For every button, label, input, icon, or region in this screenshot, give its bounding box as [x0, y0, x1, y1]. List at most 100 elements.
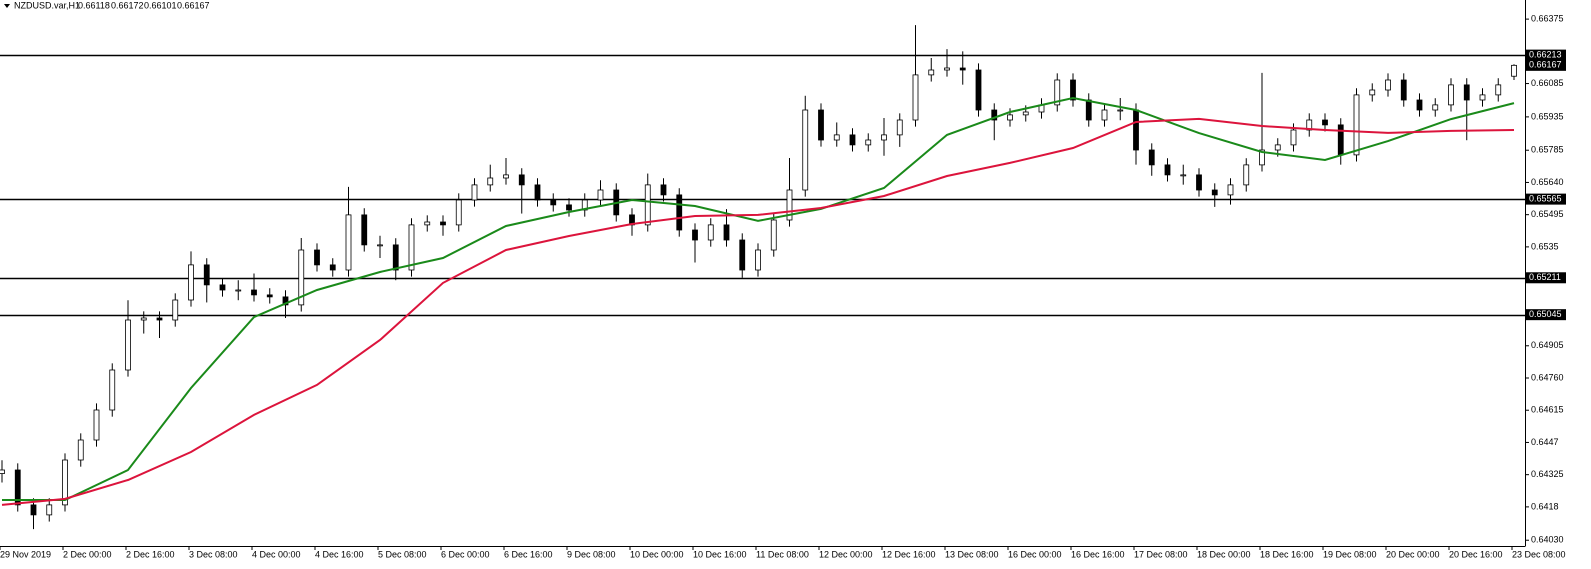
- candle-body: [46, 504, 53, 516]
- candle-body: [896, 119, 903, 136]
- candle-body: [739, 239, 746, 271]
- candle-body: [266, 294, 273, 298]
- candle-body: [503, 174, 509, 179]
- candle-body: [692, 229, 698, 241]
- x-tick-label: 20 Dec 00:00: [1386, 549, 1440, 559]
- y-tick-label: 0.65935: [1531, 111, 1564, 121]
- candle-body: [1007, 114, 1013, 121]
- candle-body: [518, 174, 525, 186]
- candle-body: [140, 317, 147, 321]
- candle-body: [1022, 111, 1029, 116]
- x-tick-label: 11 Dec 08:00: [756, 549, 809, 559]
- candle-body: [928, 69, 935, 76]
- candle-body: [172, 299, 179, 321]
- x-tick-label: 9 Dec 08:00: [567, 549, 616, 559]
- candle-body: [109, 369, 116, 411]
- menu-triangle[interactable]: [4, 4, 10, 8]
- candle-body: [818, 109, 824, 141]
- level-box: [1526, 272, 1566, 284]
- candle-body: [1243, 164, 1250, 186]
- y-tick-label: 0.64030: [1531, 535, 1564, 545]
- candle-body: [1337, 124, 1344, 156]
- moving-average: [1, 117, 1515, 506]
- candle-body: [597, 189, 604, 201]
- candle-body: [849, 134, 856, 146]
- x-tick-label: 18 Dec 16:00: [1260, 549, 1314, 559]
- last-price-label: 0.66167: [1529, 60, 1562, 70]
- candle-body: [723, 224, 730, 241]
- candle-body: [125, 319, 131, 371]
- y-tick-label: 0.64325: [1531, 469, 1564, 479]
- x-tick-label: 23 Dec 08:00: [1512, 549, 1566, 559]
- candle-body: [1101, 109, 1108, 121]
- y-tick-label: 0.6535: [1531, 241, 1559, 251]
- candle-body: [1511, 64, 1517, 77]
- candle-body: [235, 289, 242, 292]
- candle-body: [676, 194, 683, 231]
- candle-body: [298, 249, 305, 306]
- candle-body: [833, 134, 840, 141]
- x-tick-label: 18 Dec 00:00: [1197, 549, 1251, 559]
- ohlc-open: 0.66118: [78, 0, 110, 10]
- candle-body: [1495, 84, 1502, 96]
- candle-body: [1180, 174, 1187, 177]
- level-label: 0.65045: [1529, 309, 1562, 319]
- candle-body: [1290, 129, 1297, 146]
- x-tick-label: 12 Dec 00:00: [819, 549, 873, 559]
- candle-body: [487, 177, 494, 186]
- candle-body: [471, 184, 478, 201]
- candle-body: [550, 199, 557, 206]
- candle-body: [314, 249, 320, 266]
- y-tick-label: 0.6447: [1531, 437, 1559, 447]
- x-tick-label: 6 Dec 00:00: [441, 549, 490, 559]
- y-tick-label: 0.6418: [1531, 501, 1559, 511]
- symbol: NZDUSD.var,H1: [14, 0, 80, 10]
- level-box: [1526, 309, 1566, 321]
- candle-body: [1322, 119, 1328, 126]
- candle-body: [1432, 104, 1439, 111]
- y-tick-label: 0.66375: [1531, 13, 1564, 23]
- candle-body: [1385, 79, 1391, 91]
- candle-body: [440, 221, 446, 226]
- candle-body: [282, 296, 289, 306]
- candle-body: [644, 184, 651, 226]
- candle-body: [93, 409, 100, 441]
- x-tick-label: 3 Dec 08:00: [189, 549, 238, 559]
- candle-body: [251, 289, 257, 296]
- y-tick-label: 0.65640: [1531, 177, 1564, 187]
- x-tick-label: 2 Dec 16:00: [126, 549, 175, 559]
- candle-body: [1274, 144, 1281, 151]
- candle-body: [881, 134, 887, 141]
- candle-body: [755, 249, 761, 271]
- candle-body: [219, 284, 226, 291]
- candle-body: [566, 204, 572, 211]
- x-tick-label: 5 Dec 08:00: [378, 549, 427, 559]
- last-price-box: [1526, 59, 1566, 71]
- candle-body: [1054, 79, 1061, 106]
- moving-average: [2, 96, 1515, 501]
- candle-body: [156, 317, 163, 321]
- candle-body: [1211, 189, 1218, 196]
- candle-body: [707, 224, 714, 241]
- candle-body: [392, 244, 399, 271]
- candle-body: [1133, 109, 1139, 151]
- candle-body: [455, 199, 462, 226]
- candle-body: [865, 139, 872, 146]
- candle-body: [534, 184, 541, 201]
- candle-body: [1353, 94, 1360, 156]
- candle-body: [329, 264, 336, 271]
- x-tick-label: 17 Dec 08:00: [1134, 549, 1188, 559]
- x-tick-label: 20 Dec 16:00: [1449, 549, 1503, 559]
- y-tick-label: 0.64760: [1531, 372, 1564, 382]
- x-tick-label: 16 Dec 16:00: [1071, 549, 1125, 559]
- candle-body: [345, 214, 352, 271]
- level-box: [1526, 193, 1566, 205]
- candle-body: [30, 504, 37, 516]
- candle-body: [1259, 149, 1265, 166]
- x-tick-label: 10 Dec 00:00: [630, 549, 684, 559]
- candle-body: [991, 109, 998, 121]
- candle-body: [1148, 149, 1155, 166]
- level-label: 0.65211: [1529, 272, 1561, 282]
- x-tick-label: 19 Dec 08:00: [1323, 549, 1377, 559]
